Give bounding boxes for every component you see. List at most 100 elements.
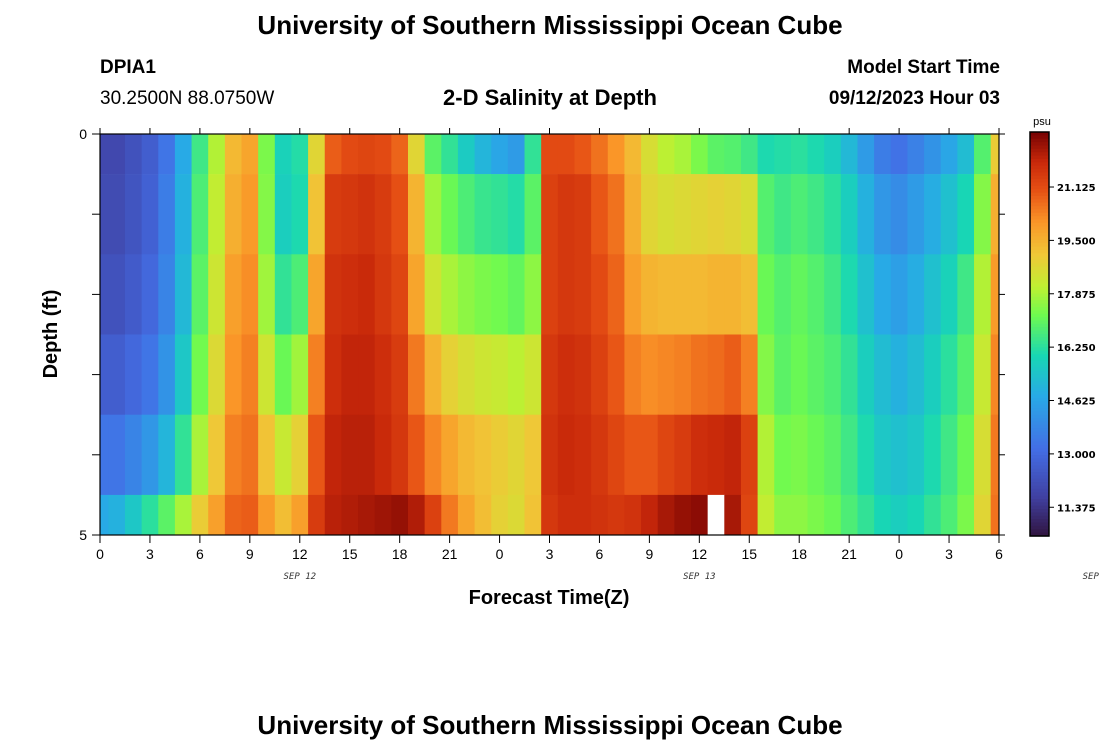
- heatmap-cell: [274, 494, 293, 535]
- colorbar-segment: [1030, 158, 1049, 163]
- heatmap-cell: [940, 174, 958, 255]
- colorbar-segment: [1030, 435, 1049, 439]
- heatmap-cell: [141, 254, 159, 335]
- heatmap-cell: [424, 414, 442, 496]
- heatmap-cell: [324, 414, 342, 496]
- colorbar-tick-label: 16.250: [1057, 343, 1096, 354]
- heatmap-cell: [457, 494, 476, 535]
- colorbar-segment: [1030, 414, 1049, 419]
- colorbar-segment: [1030, 185, 1049, 190]
- heatmap-cell: [840, 414, 859, 496]
- heatmap-cell: [757, 134, 775, 175]
- heatmap-cell: [391, 174, 409, 255]
- heatmap-cell: [108, 334, 126, 415]
- heatmap-cell: [541, 174, 559, 255]
- heatmap-cell: [474, 334, 492, 415]
- colorbar-segment: [1030, 199, 1049, 204]
- heatmap-cell: [874, 334, 892, 415]
- heatmap-cell: [874, 414, 892, 496]
- heatmap-cell: [890, 254, 909, 335]
- heatmap-cell: [607, 414, 626, 496]
- heatmap-cell: [158, 334, 176, 415]
- heatmap-cell: [407, 254, 426, 335]
- x-tick-label: 0: [496, 546, 504, 562]
- heatmap-cell: [957, 414, 975, 496]
- colorbar-segment: [1030, 263, 1049, 268]
- heatmap-cell: [258, 174, 276, 255]
- heatmap-cell: [524, 334, 542, 415]
- colorbar-segment: [1030, 360, 1049, 365]
- heatmap-cell: [324, 494, 342, 535]
- x-axis-title: Forecast Time(Z): [469, 587, 630, 609]
- heatmap-cell: [840, 174, 859, 255]
- colorbar-segment: [1030, 256, 1049, 261]
- heatmap-cell: [507, 494, 526, 535]
- heatmap-cell: [491, 414, 509, 496]
- heatmap-cell: [591, 494, 609, 535]
- heatmap-cell: [474, 254, 492, 335]
- heatmap-cell: [774, 494, 792, 535]
- colorbar-segment: [1030, 296, 1049, 301]
- heatmap-cell: [890, 174, 909, 255]
- heatmap-cell: [790, 334, 809, 415]
- model-start-value: 09/12/2023 Hour 03: [828, 88, 1000, 109]
- heatmap-cell: [591, 414, 609, 496]
- colorbar-segment: [1030, 532, 1049, 537]
- x-tick-label: 0: [96, 546, 104, 562]
- x-tick-label: 15: [741, 546, 757, 562]
- heatmap-cell: [940, 414, 958, 496]
- heatmap-cell: [624, 254, 642, 335]
- colorbar-segment: [1030, 515, 1049, 520]
- heatmap-cell: [874, 134, 892, 175]
- colorbar-segment: [1030, 273, 1049, 278]
- heatmap-cell: [607, 254, 626, 335]
- heatmap-cell: [224, 494, 243, 535]
- heatmap-cell: [907, 494, 925, 535]
- heatmap-cell: [457, 174, 476, 255]
- colorbar-segment: [1030, 418, 1049, 423]
- heatmap-cell: [191, 134, 209, 175]
- heatmap-cell: [990, 414, 999, 496]
- heatmap-cell: [358, 174, 376, 255]
- heatmap-cell: [474, 174, 492, 255]
- heatmap-cell: [757, 254, 775, 335]
- heatmap-cell: [507, 174, 526, 255]
- heatmap-cell: [208, 174, 226, 255]
- colorbar-segment: [1030, 381, 1049, 386]
- heatmap-cell: [108, 174, 126, 255]
- heatmap-cell: [990, 334, 999, 415]
- heatmap-cell: [208, 414, 226, 496]
- heatmap-cell: [358, 134, 376, 175]
- colorbar-segment: [1030, 525, 1049, 530]
- x-tick-label: 18: [392, 546, 408, 562]
- heatmap-cell: [441, 134, 459, 175]
- colorbar-segment: [1030, 172, 1049, 177]
- x-tick-label: 12: [292, 546, 308, 562]
- heatmap-cell: [224, 334, 243, 415]
- heatmap-cell: [774, 254, 792, 335]
- heatmap-cell: [291, 494, 309, 535]
- heatmap-cell: [208, 254, 226, 335]
- colorbar-segment: [1030, 132, 1049, 136]
- colorbar-segment: [1030, 165, 1049, 170]
- colorbar-frame: [1029, 131, 1050, 537]
- heatmap-cell: [807, 414, 825, 496]
- heatmap-cell: [724, 334, 742, 415]
- colorbar-segment: [1030, 465, 1049, 470]
- colorbar-segment: [1030, 364, 1049, 369]
- heatmap-cell: [641, 414, 659, 496]
- colorbar-segment: [1030, 374, 1049, 379]
- colorbar-tick-label: 19.500: [1057, 236, 1096, 247]
- heatmap-cell: [924, 254, 942, 335]
- colorbar-segment: [1030, 327, 1049, 332]
- colorbar-segment: [1030, 451, 1049, 456]
- heatmap-cell: [158, 494, 176, 535]
- heatmap-cell: [807, 254, 825, 335]
- heatmap-cell: [174, 134, 193, 175]
- heatmap-cell: [924, 494, 942, 535]
- heatmap-cell: [940, 134, 958, 175]
- colorbar-segment: [1030, 152, 1049, 157]
- colorbar-segment: [1030, 482, 1049, 487]
- colorbar-segment: [1030, 169, 1049, 173]
- heatmap-cell: [241, 174, 259, 255]
